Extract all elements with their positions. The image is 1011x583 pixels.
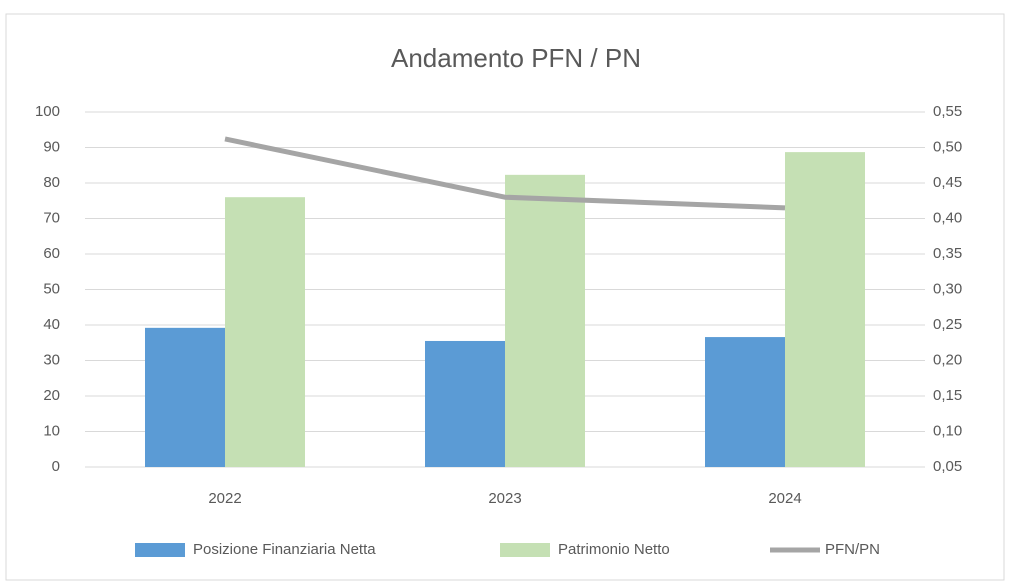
- y-tick-label: 60: [43, 245, 60, 262]
- bar: [705, 337, 785, 467]
- y-tick-label: 80: [43, 174, 60, 191]
- legend-swatch: [135, 543, 185, 557]
- y2-tick-label: 0,05: [933, 458, 962, 475]
- bar: [145, 327, 225, 467]
- y-tick-label: 90: [43, 138, 60, 155]
- y-tick-label: 30: [43, 351, 60, 368]
- bar: [505, 174, 585, 467]
- y-tick-label: 50: [43, 280, 60, 297]
- y-tick-label: 40: [43, 316, 60, 333]
- legend-label: Posizione Finanziaria Netta: [193, 541, 376, 558]
- y2-tick-label: 0,40: [933, 209, 962, 226]
- x-tick-label: 2022: [208, 490, 241, 507]
- y2-tick-label: 0,35: [933, 245, 962, 262]
- x-tick-label: 2024: [768, 490, 801, 507]
- bar: [225, 197, 305, 467]
- legend-label: PFN/PN: [825, 541, 880, 558]
- y2-tick-label: 0,55: [933, 103, 962, 120]
- y2-tick-label: 0,10: [933, 422, 962, 439]
- legend-label: Patrimonio Netto: [558, 541, 670, 558]
- line: [224, 136, 786, 211]
- x-tick-label: 2023: [488, 490, 521, 507]
- chart-title: Andamento PFN / PN: [391, 43, 641, 73]
- y-tick-label: 10: [43, 422, 60, 439]
- legend-swatch: [500, 543, 550, 557]
- y-tick-label: 20: [43, 387, 60, 404]
- y2-tick-label: 0,20: [933, 351, 962, 368]
- y-tick-label: 100: [35, 103, 60, 120]
- y2-tick-label: 0,15: [933, 387, 962, 404]
- bar: [785, 152, 865, 468]
- y-tick-label: 70: [43, 209, 60, 226]
- y2-tick-label: 0,30: [933, 280, 962, 297]
- y-tick-label: 0: [52, 458, 60, 475]
- bar: [425, 340, 505, 467]
- y2-tick-label: 0,45: [933, 174, 962, 191]
- y2-tick-label: 0,25: [933, 316, 962, 333]
- y2-tick-label: 0,50: [933, 138, 962, 155]
